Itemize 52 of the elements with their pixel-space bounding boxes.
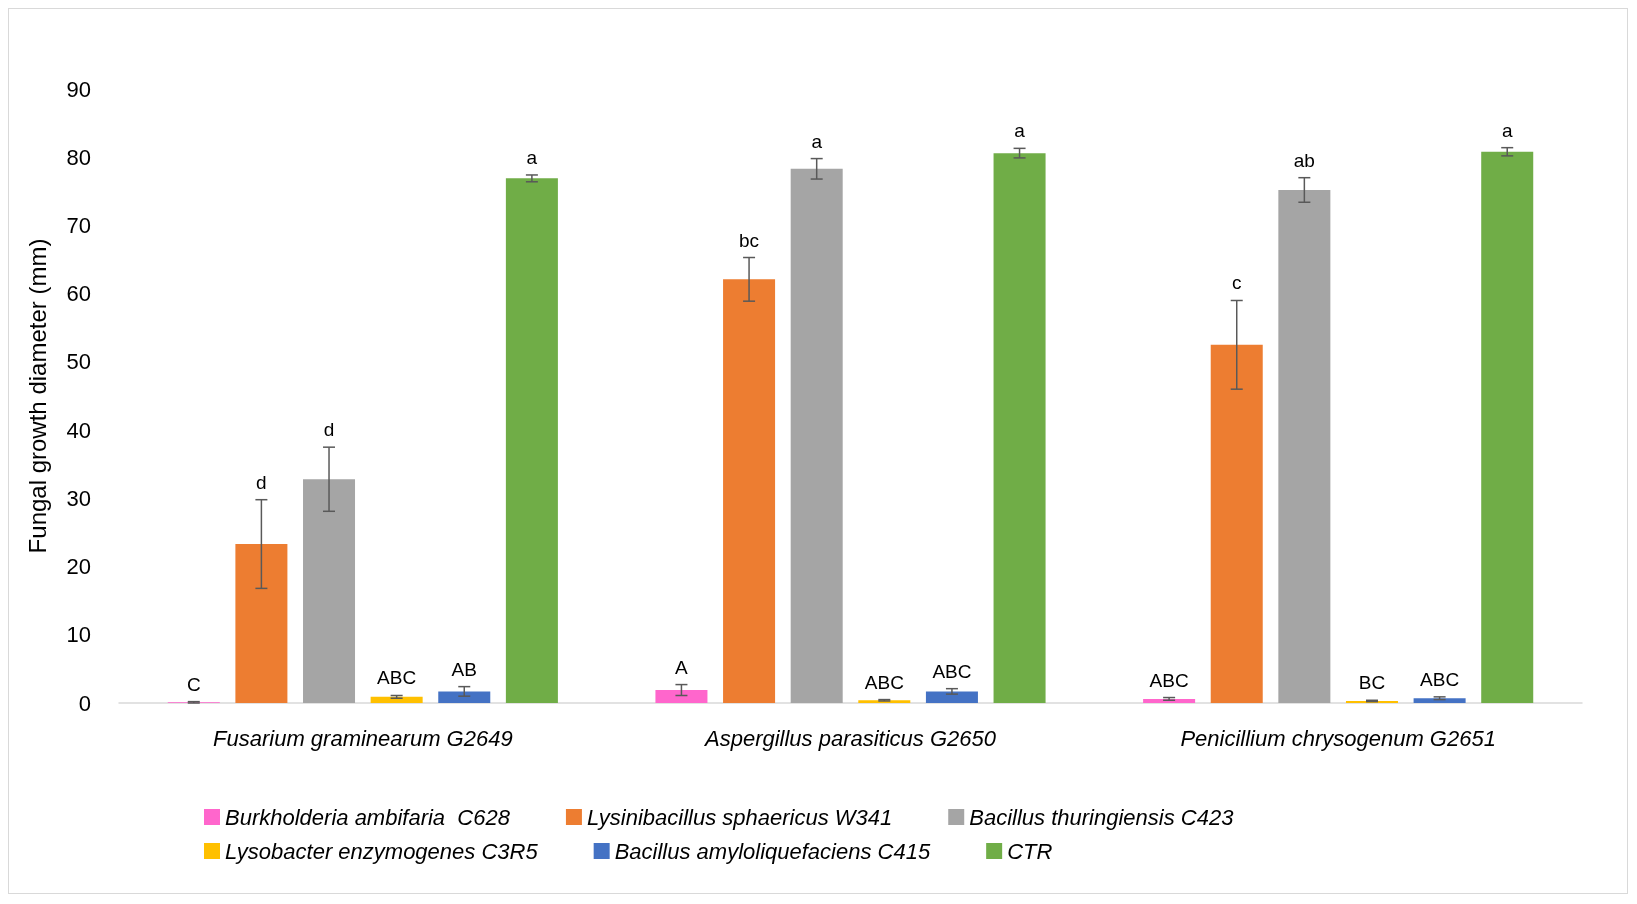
data-label: C <box>186 673 201 695</box>
bar <box>790 168 843 703</box>
data-label: a <box>526 146 538 168</box>
y-tick-label: 70 <box>66 212 91 238</box>
x-tick-label: Aspergillus parasiticus G2650 <box>702 725 997 751</box>
bar <box>1413 698 1466 703</box>
bar <box>370 696 423 703</box>
data-label: ABC <box>932 660 972 682</box>
y-tick-label: 40 <box>66 417 91 443</box>
legend-label: CTR <box>1007 838 1053 864</box>
x-tick-label: Penicillium chrysogenum G2651 <box>1180 725 1496 751</box>
data-label: ab <box>1293 149 1315 171</box>
bar <box>723 279 776 703</box>
y-axis-title: Fungal growth diameter (mm) <box>23 238 51 554</box>
legend-label: Lysobacter enzymogenes C3R5 <box>225 838 539 864</box>
legend-label: Bacillus thuringiensis C423 <box>969 804 1235 830</box>
data-label: ABC <box>864 671 904 693</box>
data-label: ABC <box>1420 668 1460 690</box>
bar <box>925 691 978 703</box>
legend-label: Burkholderia ambifaria C628 <box>225 804 511 830</box>
bar <box>655 690 708 703</box>
data-label: BC <box>1358 672 1386 694</box>
y-tick-label: 50 <box>66 349 91 375</box>
bar <box>1210 344 1263 703</box>
bar <box>235 544 288 703</box>
data-label: a <box>1501 119 1513 141</box>
data-label: ABC <box>377 667 417 689</box>
data-label: ABC <box>1149 669 1189 691</box>
y-tick-label: 20 <box>66 554 91 580</box>
y-tick-label: 80 <box>66 144 91 170</box>
data-label: a <box>1014 120 1026 142</box>
data-label: d <box>323 419 335 441</box>
bar <box>303 479 356 703</box>
legend-label: Lysinibacillus sphaericus W341 <box>586 804 893 830</box>
data-label: AB <box>451 658 477 680</box>
data-label: a <box>811 130 823 152</box>
data-label: bc <box>739 229 760 251</box>
legend-label: Bacillus amyloliquefaciens C415 <box>614 838 931 864</box>
bar <box>505 178 558 703</box>
bar <box>1481 151 1534 703</box>
data-label: A <box>675 656 689 678</box>
y-tick-label: 60 <box>66 281 91 307</box>
data-label: d <box>256 471 267 493</box>
bar <box>993 153 1046 703</box>
y-tick-label: 90 <box>66 76 91 102</box>
bar <box>438 691 491 703</box>
y-tick-label: 30 <box>66 485 91 511</box>
bar <box>1278 189 1331 703</box>
y-tick-label: 0 <box>78 690 91 716</box>
data-label: c <box>1231 272 1242 294</box>
y-tick-label: 10 <box>66 622 91 648</box>
x-tick-label: Fusarium graminearum G2649 <box>213 725 513 751</box>
